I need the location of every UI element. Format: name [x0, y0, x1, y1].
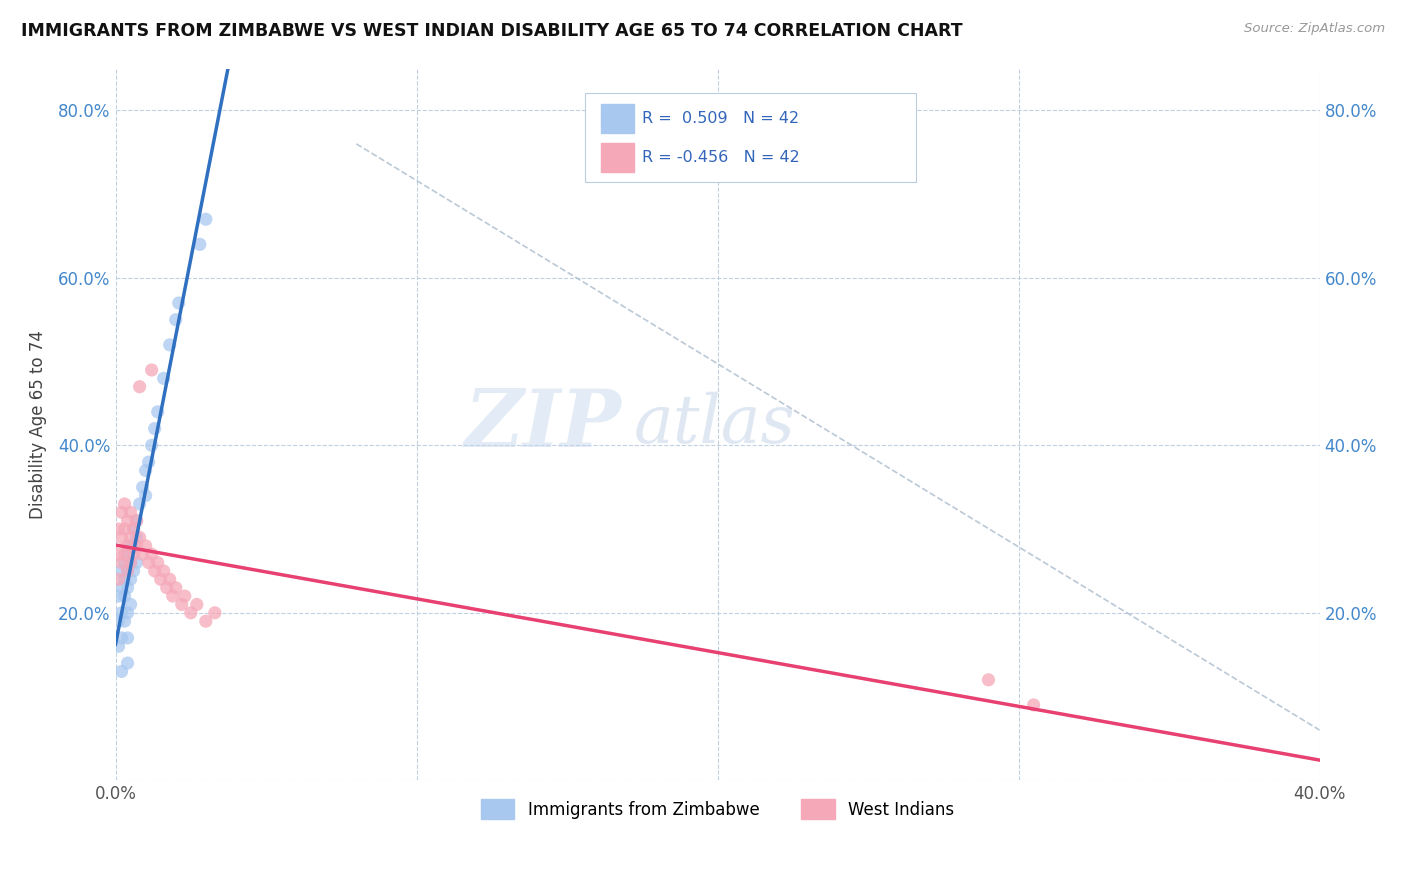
Point: [125, 531, 148, 545]
Point: [120, 531, 142, 545]
Point: [107, 547, 129, 561]
Text: atlas: atlas: [633, 392, 794, 457]
Text: IMMIGRANTS FROM ZIMBABWE VS WEST INDIAN DISABILITY AGE 65 TO 74 CORRELATION CHAR: IMMIGRANTS FROM ZIMBABWE VS WEST INDIAN …: [21, 22, 963, 40]
Text: Source: ZipAtlas.com: Source: ZipAtlas.com: [1244, 22, 1385, 36]
Point: [110, 564, 132, 578]
Point: [170, 598, 193, 612]
Y-axis label: Disability Age 65 to 74: Disability Age 65 to 74: [30, 330, 46, 519]
Point: [117, 547, 139, 561]
Point: [125, 539, 148, 553]
Point: [180, 606, 202, 620]
Point: [120, 556, 142, 570]
Point: [131, 480, 153, 494]
Point: [159, 572, 181, 586]
Bar: [600, 143, 634, 172]
Point: [107, 614, 129, 628]
Point: [122, 539, 145, 553]
Point: [141, 547, 163, 561]
Point: [173, 589, 195, 603]
Point: [122, 547, 145, 561]
Point: [156, 581, 179, 595]
Point: [120, 556, 142, 570]
Point: [194, 212, 217, 227]
Point: [122, 522, 145, 536]
Point: [128, 531, 150, 545]
Point: [152, 371, 174, 385]
Point: [122, 564, 145, 578]
Point: [165, 581, 187, 595]
Point: [125, 556, 148, 570]
Point: [167, 296, 190, 310]
Point: [188, 237, 211, 252]
Point: [117, 606, 139, 620]
Point: [114, 522, 136, 536]
Point: [114, 547, 136, 561]
Point: [152, 564, 174, 578]
Point: [114, 589, 136, 603]
Legend: Immigrants from Zimbabwe, West Indians: Immigrants from Zimbabwe, West Indians: [474, 793, 960, 825]
Point: [110, 556, 132, 570]
Point: [204, 606, 226, 620]
Point: [165, 312, 187, 326]
Point: [110, 606, 132, 620]
Point: [120, 539, 142, 553]
FancyBboxPatch shape: [585, 94, 917, 182]
Point: [107, 640, 129, 654]
Point: [114, 497, 136, 511]
Point: [107, 522, 129, 536]
Point: [107, 589, 129, 603]
Point: [138, 455, 160, 469]
Point: [120, 598, 142, 612]
Point: [146, 556, 169, 570]
Point: [159, 338, 181, 352]
Point: [117, 656, 139, 670]
Point: [110, 665, 132, 679]
Point: [117, 581, 139, 595]
Point: [131, 547, 153, 561]
Point: [135, 463, 157, 477]
Point: [146, 405, 169, 419]
Point: [107, 572, 129, 586]
Point: [117, 539, 139, 553]
Point: [110, 531, 132, 545]
Point: [143, 421, 166, 435]
Point: [114, 556, 136, 570]
Point: [110, 505, 132, 519]
Point: [110, 631, 132, 645]
Point: [143, 564, 166, 578]
Point: [110, 581, 132, 595]
Point: [194, 614, 217, 628]
Point: [125, 514, 148, 528]
Point: [117, 564, 139, 578]
Point: [1022, 698, 1045, 712]
Point: [128, 497, 150, 511]
Point: [138, 556, 160, 570]
Point: [162, 589, 184, 603]
Point: [117, 514, 139, 528]
Text: R =  0.509   N = 42: R = 0.509 N = 42: [641, 111, 799, 126]
Point: [114, 614, 136, 628]
Point: [120, 505, 142, 519]
Point: [128, 380, 150, 394]
Point: [135, 539, 157, 553]
Point: [120, 572, 142, 586]
Point: [977, 673, 1000, 687]
Point: [117, 564, 139, 578]
Point: [114, 572, 136, 586]
Point: [117, 631, 139, 645]
Point: [149, 572, 172, 586]
Point: [141, 363, 163, 377]
Point: [141, 438, 163, 452]
Point: [122, 522, 145, 536]
Point: [186, 598, 208, 612]
Point: [125, 514, 148, 528]
Bar: [600, 103, 634, 133]
Point: [135, 489, 157, 503]
Text: R = -0.456   N = 42: R = -0.456 N = 42: [641, 150, 800, 165]
Text: ZIP: ZIP: [464, 385, 621, 463]
